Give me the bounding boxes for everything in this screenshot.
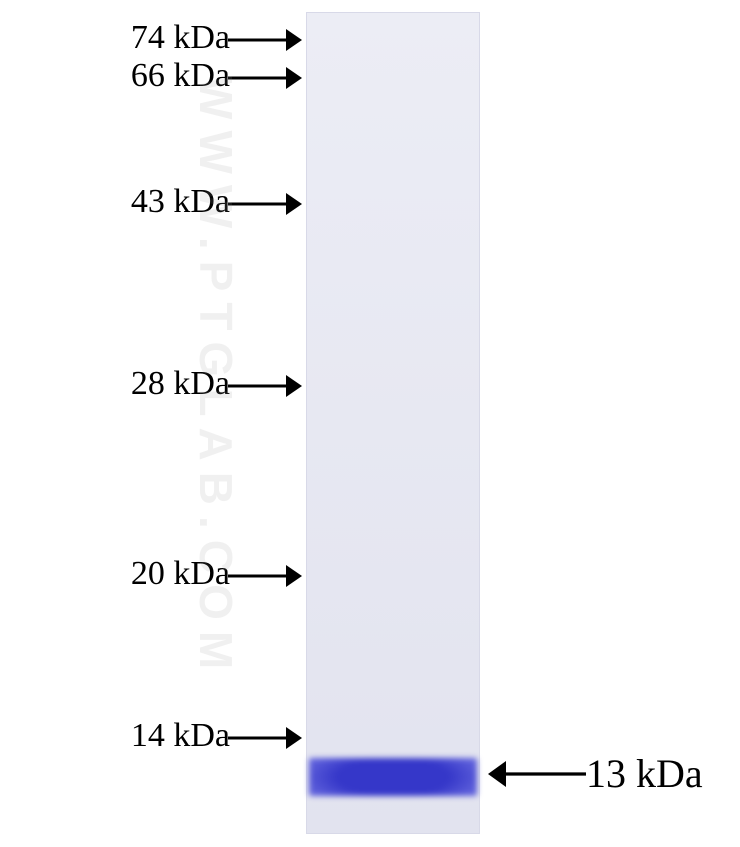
ladder-arrow-icon bbox=[226, 190, 304, 218]
ladder-label: 14 kDa bbox=[131, 717, 230, 755]
gel-figure: 74 kDa66 kDa 43 kDa 28 kDa 20 kDa 14 kDa 13 … bbox=[0, 0, 740, 847]
ladder-arrow-icon bbox=[226, 562, 304, 590]
ladder-label: 43 kDa bbox=[131, 183, 230, 221]
gel-lane bbox=[306, 12, 480, 834]
ladder-label: 20 kDa bbox=[131, 555, 230, 593]
ladder-arrow-icon bbox=[226, 372, 304, 400]
ladder-label: 28 kDa bbox=[131, 365, 230, 403]
ladder-arrow-icon bbox=[226, 26, 304, 54]
result-label: 13 kDa bbox=[586, 750, 703, 797]
ladder-arrow-icon bbox=[226, 64, 304, 92]
ladder-label: 74 kDa bbox=[131, 19, 230, 57]
ladder-arrow-icon bbox=[226, 724, 304, 752]
ladder-label: 66 kDa bbox=[131, 57, 230, 95]
protein-band bbox=[309, 758, 477, 796]
result-arrow bbox=[486, 758, 588, 790]
